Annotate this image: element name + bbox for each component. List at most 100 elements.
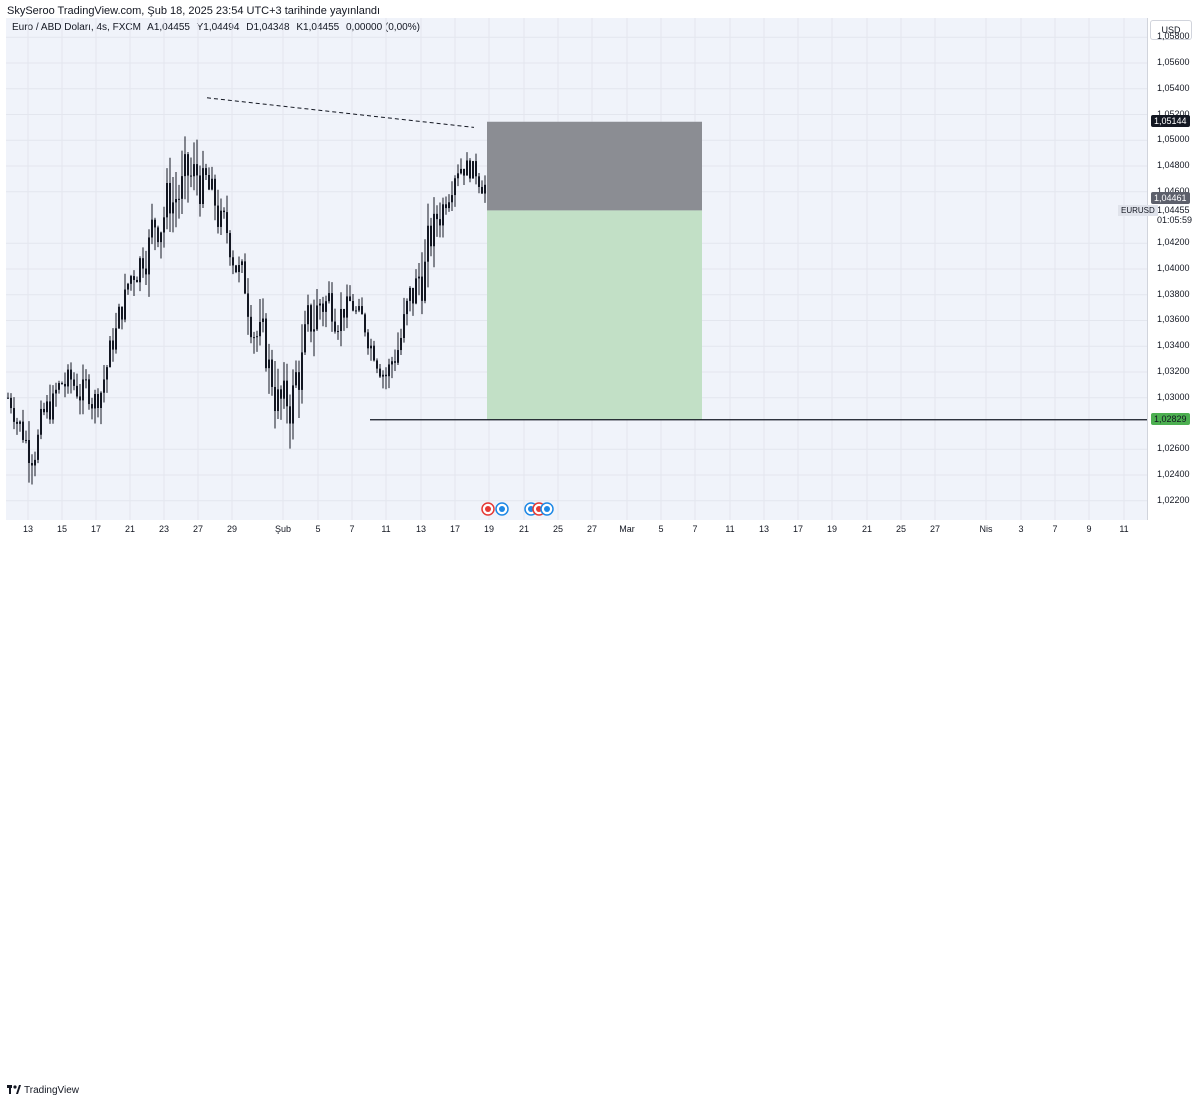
- candle-body: [40, 408, 42, 435]
- candle-body: [337, 331, 339, 333]
- candle-body: [451, 195, 453, 203]
- footer: TradingView: [0, 540, 1200, 1096]
- candle-body: [166, 183, 168, 218]
- candle-body: [310, 305, 312, 332]
- candle-body: [31, 463, 33, 466]
- price-tick-label: 1,05200: [1157, 108, 1190, 119]
- legend-symbol: Euro / ABD Doları, 4s, FXCM: [12, 22, 141, 33]
- price-tick-label: 1,04000: [1157, 263, 1190, 273]
- candle-body: [112, 340, 114, 350]
- candle-body: [391, 361, 393, 365]
- candle-body: [376, 360, 378, 369]
- candle-body: [124, 289, 126, 320]
- candle-body: [133, 276, 135, 280]
- price-tick-label: 1,04600: [1157, 185, 1190, 196]
- candle-body: [157, 227, 159, 243]
- price-tick-label: 1,02200: [1157, 494, 1190, 505]
- price-tick-label: 1,03400: [1157, 340, 1190, 351]
- candle-body: [418, 276, 420, 279]
- candle-body: [415, 278, 417, 304]
- time-tick-label: 9: [1086, 524, 1092, 534]
- candle-body: [361, 306, 363, 315]
- candle-body: [412, 287, 414, 304]
- candle-body: [379, 368, 381, 377]
- candle-body: [397, 350, 399, 363]
- time-tick-label: 17: [90, 524, 102, 534]
- time-tick-label: 21: [861, 524, 873, 534]
- candle-body: [274, 386, 276, 412]
- candle-body: [181, 176, 183, 199]
- price-tick-label: 1,04200: [1157, 237, 1190, 248]
- candle-body: [400, 337, 402, 351]
- time-tick-label: 7: [349, 524, 355, 534]
- candle-body: [76, 385, 78, 397]
- price-axis[interactable]: [1147, 18, 1200, 520]
- candle-body: [286, 380, 288, 407]
- candle-body: [73, 379, 75, 386]
- candle-body: [265, 318, 267, 369]
- candle-body: [463, 168, 465, 176]
- candle-body: [127, 283, 129, 290]
- candle-body: [178, 198, 180, 200]
- candle-body: [433, 213, 435, 247]
- candle-body: [385, 374, 387, 377]
- target-price-tag: 1,02829: [1151, 412, 1190, 425]
- candle-body: [109, 340, 111, 368]
- candle-body: [205, 168, 207, 175]
- candle-body: [484, 184, 486, 194]
- legend-change: 0,00000 (0,00%): [345, 22, 420, 33]
- candle-body: [268, 359, 270, 369]
- lightning-event-icon-core: [485, 506, 491, 512]
- chart-canvas[interactable]: [0, 0, 1200, 560]
- candle-body: [130, 276, 132, 284]
- candle-body: [424, 261, 426, 301]
- candle-body: [445, 204, 447, 209]
- brand-name: TradingView: [24, 1085, 80, 1096]
- price-tick-label: 1,03600: [1157, 314, 1190, 325]
- candle-body: [427, 225, 429, 262]
- time-axis[interactable]: [6, 520, 1147, 540]
- time-tick-label: 15: [56, 524, 68, 534]
- candlestick-series: [7, 136, 486, 485]
- time-tick-label: 3: [1018, 524, 1024, 534]
- candle-body: [7, 397, 9, 399]
- candle-body: [340, 308, 342, 332]
- candle-body: [202, 168, 204, 205]
- time-tick-label: 19: [483, 524, 495, 534]
- candle-body: [100, 392, 102, 408]
- event-markers: [481, 502, 554, 516]
- candle-body: [289, 406, 291, 424]
- stop-price-tag: 1,05144: [1151, 114, 1190, 127]
- position-zones: [487, 121, 702, 420]
- candle-body: [70, 369, 72, 380]
- currency-label[interactable]: USD: [1150, 20, 1192, 40]
- candle-body: [172, 202, 174, 214]
- candle-body: [214, 178, 216, 206]
- price-tick-label: 1,05800: [1157, 31, 1190, 42]
- candle-body: [364, 314, 366, 333]
- candle-body: [250, 316, 252, 338]
- candle-body: [184, 154, 186, 177]
- time-tick-label: 11: [381, 524, 391, 534]
- candle-body: [355, 310, 357, 312]
- candle-body: [37, 434, 39, 460]
- candle-body: [97, 394, 99, 408]
- legend-low: D1,04348: [246, 22, 290, 33]
- candle-body: [241, 261, 243, 266]
- time-tick-label: 13: [415, 524, 427, 534]
- candle-body: [19, 421, 21, 424]
- candle-body: [457, 173, 459, 179]
- candle-body: [448, 202, 450, 209]
- candle-body: [421, 276, 423, 301]
- candle-body: [13, 408, 15, 422]
- candle-body: [460, 168, 462, 174]
- legend-open: A1,04455: [147, 22, 190, 33]
- candle-body: [319, 303, 321, 306]
- price-tick-label: 1,05000: [1157, 134, 1190, 145]
- candle-body: [394, 361, 396, 363]
- candle-body: [136, 279, 138, 283]
- candle-body: [142, 258, 144, 269]
- candle-body: [256, 336, 258, 338]
- candle-body: [304, 324, 306, 353]
- candle-body: [199, 175, 201, 205]
